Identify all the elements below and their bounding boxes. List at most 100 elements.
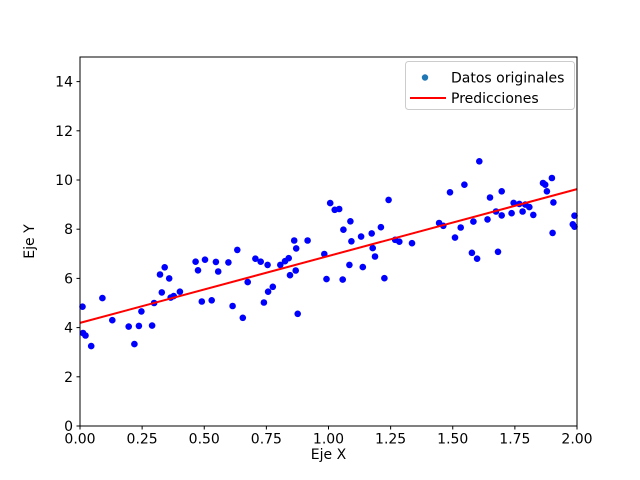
x-tick-label: 0.50 [189, 432, 220, 448]
scatter-point [192, 258, 199, 266]
scatter-point [99, 294, 106, 302]
x-tick-label: 0.00 [64, 432, 95, 448]
scatter-point [484, 216, 491, 223]
scatter-point [158, 289, 166, 296]
scatter-point [470, 218, 477, 225]
scatter-point [371, 253, 379, 260]
scatter-point [285, 254, 293, 262]
scatter-point [476, 158, 483, 165]
scatter-point [408, 239, 416, 247]
scatter-point [304, 237, 311, 244]
scatter-point [292, 245, 300, 252]
scatter-point [87, 342, 95, 350]
scatter-point [269, 283, 277, 291]
scatter-point [257, 258, 265, 266]
scatter-point [549, 229, 556, 237]
x-tick-label: 1.50 [437, 432, 468, 448]
scatter-point [498, 188, 506, 195]
scatter-point [457, 224, 465, 231]
legend-entry-label: Datos originales [451, 71, 564, 87]
scatter-point [381, 274, 388, 282]
x-tick-label: 0.75 [251, 432, 282, 448]
scatter-point [290, 237, 298, 244]
scatter-point [82, 332, 89, 339]
scatter-point [541, 181, 549, 188]
scatter-point [526, 203, 533, 211]
scatter-point [131, 340, 138, 348]
scatter-point [347, 218, 354, 225]
scatter-point [357, 233, 365, 240]
scatter-point [368, 230, 376, 237]
scatter-point [498, 212, 506, 219]
scatter-point [510, 199, 517, 207]
scatter-point [264, 261, 271, 269]
scatter-point [468, 249, 476, 257]
x-tick-label: 1.00 [313, 432, 344, 448]
scatter-point [346, 261, 353, 269]
scatter-point [260, 299, 268, 306]
scatter-point [214, 268, 222, 275]
scatter-point [125, 323, 132, 330]
y-tick-label: 4 [64, 321, 73, 337]
scatter-point [571, 212, 578, 219]
scatter-point [396, 238, 403, 245]
scatter-point [109, 316, 116, 324]
x-tick-label: 2.00 [561, 432, 592, 448]
scatter-point [335, 205, 343, 213]
plot-border [79, 56, 578, 427]
scatter-point [340, 226, 347, 233]
scatter-point [451, 234, 459, 241]
scatter-point [165, 275, 173, 282]
scatter-point [138, 308, 145, 315]
scatter-point [519, 208, 526, 215]
scatter-point [494, 248, 502, 256]
scatter-point [486, 194, 494, 201]
scatter-point [148, 322, 156, 329]
y-tick-label: 0 [64, 419, 73, 435]
x-axis-label: Eje X [311, 447, 347, 463]
scatter-point [264, 288, 272, 296]
scatter-point [446, 189, 454, 196]
scatter-point [176, 288, 184, 296]
y-tick-label: 12 [55, 124, 73, 140]
scatter-point [323, 275, 330, 283]
legend-marker-dot [421, 74, 429, 81]
legend-entry-label: Predicciones [451, 91, 539, 107]
scatter-point [359, 263, 367, 271]
scatter-point [369, 244, 377, 252]
scatter-point [212, 258, 220, 266]
legend: Datos originales Predicciones [405, 61, 575, 110]
y-axis-label: Eje Y [22, 224, 38, 259]
scatter-point [135, 322, 143, 330]
scatter-point [244, 278, 251, 286]
scatter-point [229, 302, 236, 310]
scatter-point [550, 199, 557, 206]
scatter-point [508, 209, 515, 217]
scatter-point [339, 276, 347, 283]
scatter-point [277, 261, 284, 269]
scatter-point [225, 259, 232, 266]
scatter-point [286, 271, 294, 279]
x-tick-label: 1.25 [375, 432, 406, 448]
y-tick-label: 6 [64, 271, 73, 287]
scatter-point [234, 246, 241, 254]
scatter-point [385, 196, 392, 204]
scatter-point [201, 256, 209, 264]
scatter-point [161, 264, 168, 271]
scatter-point [321, 250, 328, 258]
scatter-point [292, 267, 300, 274]
scatter-point [530, 211, 537, 219]
scatter-point [198, 298, 206, 305]
scatter-point [326, 199, 334, 207]
scatter-point [79, 303, 86, 311]
y-tick-label: 10 [55, 173, 73, 189]
scatter-point [543, 188, 551, 195]
scatter-point [461, 181, 468, 188]
scatter-point [548, 174, 556, 182]
scatter-point [377, 223, 385, 231]
scatter-point [156, 271, 164, 278]
legend-box [405, 61, 575, 110]
regression-line [79, 188, 578, 324]
